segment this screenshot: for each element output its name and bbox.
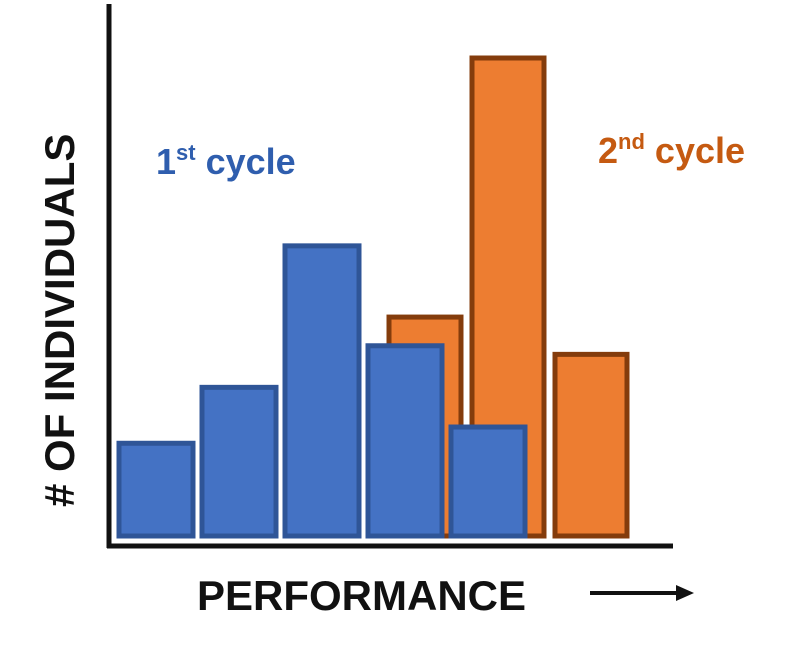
second-cycle-label: 2nd cycle: [598, 129, 745, 171]
first-cycle-bar-1: [116, 440, 196, 539]
first-cycle-bar-4: [365, 343, 445, 539]
first-cycle-bar-2: [199, 384, 279, 539]
first-cycle-label-text: cycle: [196, 141, 296, 182]
second-cycle-label-text: cycle: [645, 130, 745, 171]
first-cycle-bars: [116, 243, 528, 539]
first-cycle-label: 1st cycle: [156, 140, 296, 182]
second-cycle-bar-3: [552, 351, 630, 539]
first-cycle-bar-5: [448, 424, 528, 539]
first-cycle-label-number: 1: [156, 141, 176, 182]
x-axis-arrowhead: [676, 585, 694, 601]
second-cycle-label-number: 2: [598, 130, 618, 171]
first-cycle-bar-3: [282, 243, 362, 539]
second-cycle-label-suffix: nd: [618, 129, 645, 154]
x-axis-title: PERFORMANCE: [197, 572, 526, 619]
first-cycle-label-suffix: st: [176, 140, 196, 165]
y-axis-title: # OF INDIVIDUALS: [36, 134, 83, 507]
